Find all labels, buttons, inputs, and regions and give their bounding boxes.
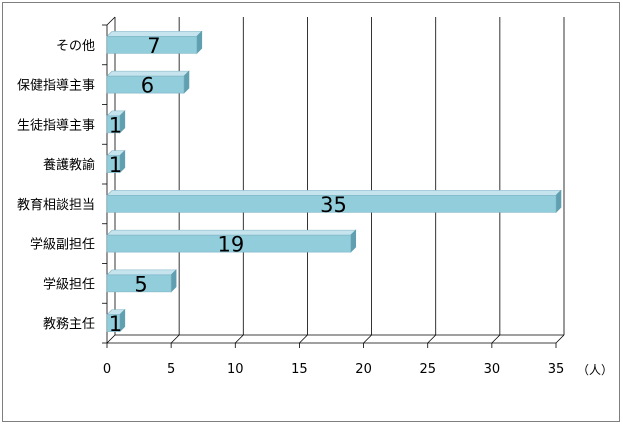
data-label: 35 (320, 193, 347, 217)
data-label: 1 (109, 153, 122, 177)
category-label: 教務主任 (43, 316, 95, 332)
bar (106, 70, 190, 94)
category-label: 学級副担任 (30, 237, 95, 253)
gridline-base (363, 334, 372, 344)
bar-front-face (106, 36, 198, 54)
category-label: その他 (56, 39, 95, 54)
data-label: 6 (141, 74, 154, 98)
bar (106, 30, 203, 55)
x-tick-label: 35 (548, 362, 565, 377)
x-tick-label: 15 (291, 362, 308, 377)
bar-front-face (106, 115, 121, 134)
category-label: 学級担任 (43, 276, 95, 292)
x-axis-unit-label: （人） (577, 363, 613, 377)
bar (106, 269, 177, 293)
x-tick-label: 30 (484, 362, 501, 377)
data-label: 5 (134, 272, 147, 296)
x-tick-label: 10 (227, 362, 244, 377)
bar-chart: 0 5 10 15 20 25 30 35 教務主任 1 学級担任 5 学級副担任 19 教育相談担当 35 養… (17, 16, 613, 377)
gridline-base (235, 334, 244, 344)
bar (106, 149, 126, 174)
bar (106, 229, 357, 253)
x-tick-label: 20 (355, 362, 372, 377)
bar-front-face (106, 314, 121, 332)
bar-front-face (106, 75, 185, 94)
category-label: 養護教諭 (43, 157, 95, 173)
bar-front-face (106, 274, 172, 293)
data-label: 7 (147, 34, 160, 58)
gridline-base (427, 334, 436, 344)
bar (106, 110, 126, 134)
floor-edge (106, 334, 116, 344)
category-label: 保健指導主事 (17, 79, 95, 94)
gridline-base (170, 334, 180, 344)
gridline-base (299, 334, 308, 344)
x-tick-label: 5 (167, 362, 175, 377)
x-tick-label: 0 (103, 362, 111, 377)
x-tick-label: 25 (419, 362, 436, 377)
data-label: 1 (109, 312, 122, 336)
bar (106, 308, 126, 333)
bar-front-face (106, 234, 352, 253)
bar-front-face (106, 155, 121, 173)
axis-top-edge (106, 16, 116, 26)
bar-front-face (106, 195, 557, 213)
data-label: 19 (218, 233, 245, 257)
category-label: 教育相談担当 (17, 197, 95, 213)
category-label: 生徒指導主事 (17, 118, 95, 133)
bar (106, 189, 562, 214)
gridline-base (555, 334, 565, 344)
gridline-base (491, 334, 501, 344)
data-label: 1 (109, 113, 122, 137)
